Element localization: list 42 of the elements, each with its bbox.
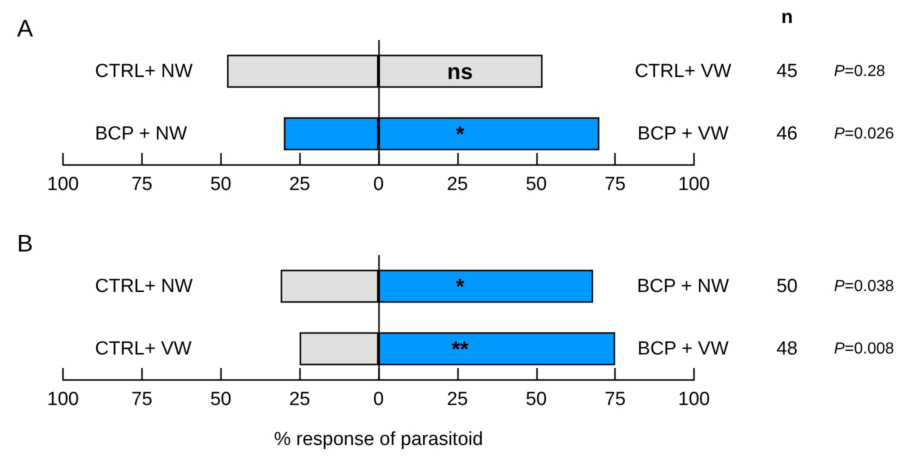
text: 48: [776, 338, 798, 360]
chart-title: A: [17, 16, 34, 42]
annotation: **: [451, 336, 469, 362]
annotation: ns: [447, 58, 473, 84]
text: n: [781, 7, 793, 28]
x-tick-label: 75: [131, 389, 152, 410]
text: P=0.28: [834, 62, 886, 80]
x-tick-label: 75: [604, 389, 626, 410]
annotation: *: [456, 274, 465, 299]
x-tick-label: 50: [210, 389, 232, 410]
x-tick-label: 0: [373, 174, 384, 195]
annotation: BCP + VW: [638, 338, 729, 360]
x-tick-label: 50: [526, 389, 547, 410]
x-tick-label: 100: [47, 174, 79, 195]
x-tick-label: 100: [678, 389, 710, 410]
annotation: BCP + VW: [638, 123, 729, 144]
y-tick-label: CTRL+ NW: [95, 276, 193, 297]
x-tick-label: 75: [131, 174, 152, 195]
y-tick-label: BCP + NW: [95, 123, 188, 144]
y-tick-label: CTRL+ VW: [95, 338, 192, 360]
x-tick-label: 25: [446, 174, 468, 195]
x-tick-label: 25: [289, 174, 310, 195]
text: 45: [776, 60, 798, 82]
x-tick-label: 0: [373, 389, 384, 410]
annotation: CTRL+ VW: [634, 60, 732, 82]
text: P=0.026: [834, 125, 894, 142]
annotation: BCP + NW: [636, 276, 730, 297]
x-tick-label: 50: [210, 174, 232, 195]
x-tick-label: 75: [604, 174, 626, 195]
text: 50: [776, 276, 798, 297]
x-tick-label: 50: [526, 174, 547, 195]
x-tick-label: 100: [678, 174, 710, 195]
x-tick-label: 25: [289, 389, 310, 410]
text: P=0.038: [834, 278, 894, 295]
x-tick-label: 100: [47, 389, 79, 410]
chart-title: B: [17, 230, 34, 258]
y-tick-label: CTRL+ NW: [95, 60, 193, 82]
text: 46: [776, 123, 798, 144]
x-axis-title: % response of parasitoid: [274, 429, 484, 450]
annotation: *: [456, 121, 465, 146]
x-tick-label: 25: [446, 389, 468, 410]
text: P=0.008: [834, 340, 894, 358]
